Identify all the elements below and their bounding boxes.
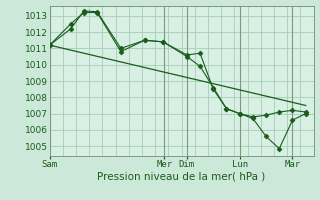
X-axis label: Pression niveau de la mer( hPa ): Pression niveau de la mer( hPa ) — [98, 172, 266, 182]
